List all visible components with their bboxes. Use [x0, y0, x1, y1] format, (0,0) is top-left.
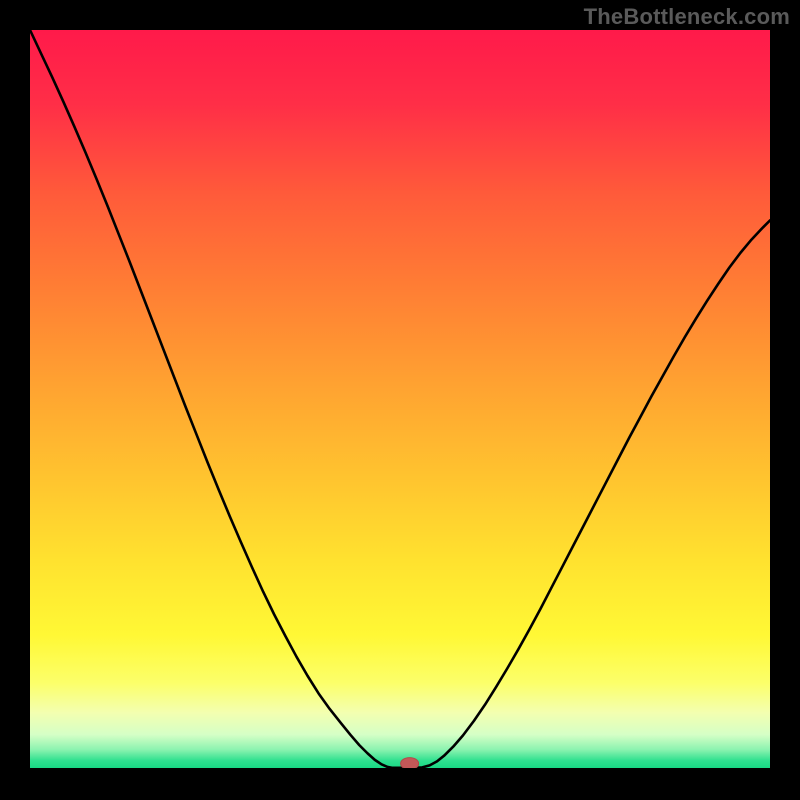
plot-background: [30, 30, 770, 768]
plot-frame: [30, 30, 770, 768]
chart-container: TheBottleneck.com: [0, 0, 800, 800]
watermark-text: TheBottleneck.com: [584, 4, 790, 30]
plot-svg: [30, 30, 770, 768]
optimum-marker: [401, 758, 419, 768]
